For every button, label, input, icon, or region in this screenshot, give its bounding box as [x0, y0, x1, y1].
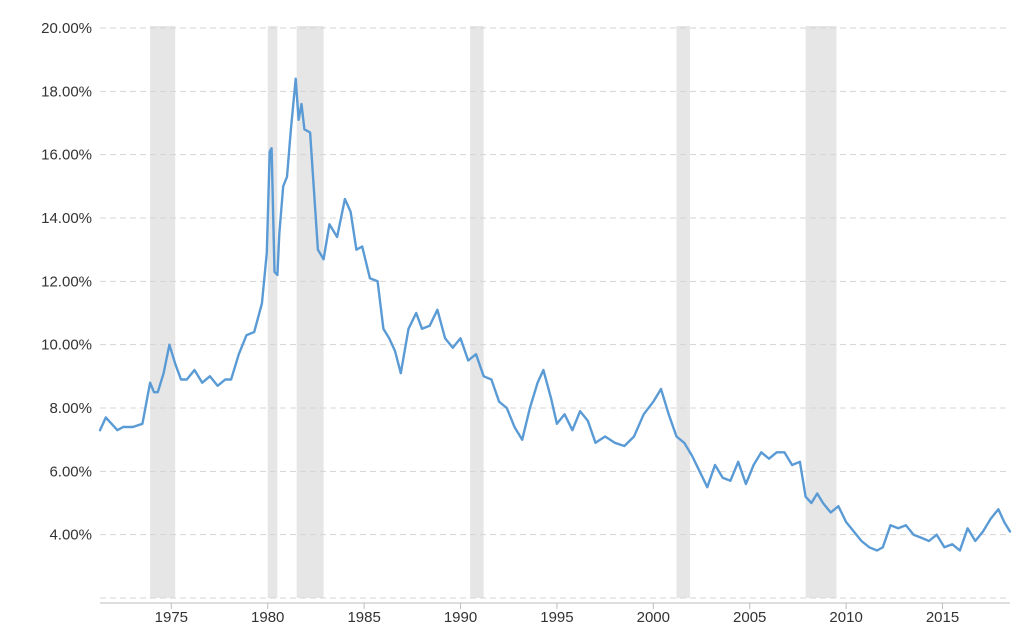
y-tick-label: 18.00%	[41, 83, 92, 100]
y-tick-label: 10.00%	[41, 337, 92, 354]
y-tick-label: 20.00%	[41, 20, 92, 37]
x-tick-label: 2015	[926, 609, 959, 626]
x-axis: 1975 1980 1985 1990 1995 2000 2005 2010 2015	[100, 602, 1010, 626]
recession-shading-layer	[150, 26, 837, 598]
gridlines-layer	[100, 27, 1010, 599]
y-tick-label: 16.00%	[41, 147, 92, 164]
x-tick-label: 1980	[251, 609, 284, 626]
series-line-0[interactable]	[98, 77, 1012, 552]
y-tick-label: 8.00%	[49, 400, 92, 417]
x-tick-label: 1985	[347, 609, 380, 626]
y-tick-label: 14.00%	[41, 210, 92, 227]
recession-band-1	[267, 26, 278, 598]
series-layer[interactable]	[98, 77, 1012, 552]
y-tick-label: 6.00%	[49, 463, 92, 480]
recession-band-4	[676, 26, 690, 598]
recession-band-0	[150, 26, 176, 598]
x-tick-label: 2000	[637, 609, 670, 626]
recession-band-3	[470, 26, 484, 598]
x-tick-label: 2005	[733, 609, 766, 626]
y-axis-labels: 4.00% 6.00% 8.00% 10.00% 12.00% 14.00% 16.00% 1…	[41, 20, 92, 544]
x-tick-label: 1975	[155, 609, 188, 626]
x-tick-label: 1995	[540, 609, 573, 626]
x-tick-label: 2010	[829, 609, 862, 626]
y-tick-label: 12.00%	[41, 273, 92, 290]
recession-band-2	[296, 26, 324, 598]
x-tick-label: 1990	[444, 609, 477, 626]
y-tick-label: 4.00%	[49, 527, 92, 544]
